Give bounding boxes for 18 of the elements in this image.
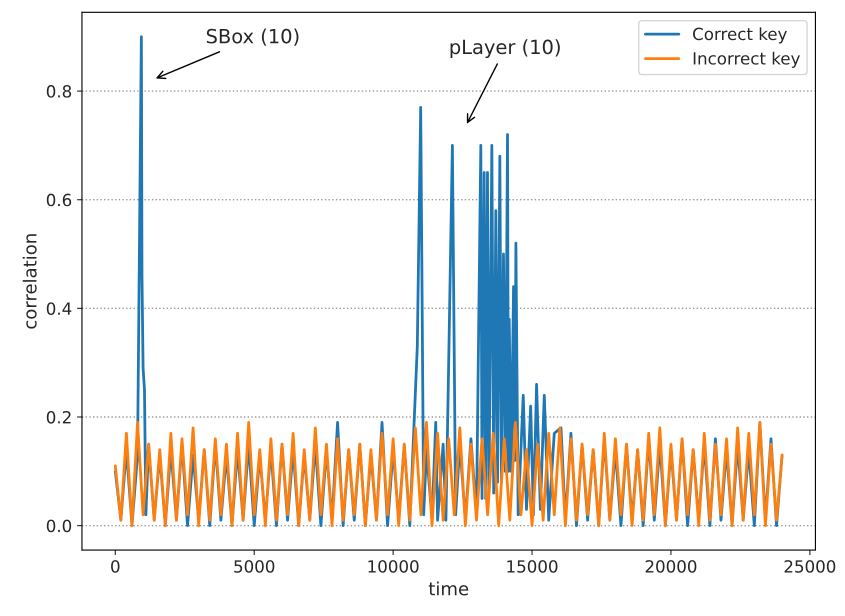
x-tick-label: 20000: [646, 560, 696, 573]
annotation: SBox (10): [206, 28, 298, 46]
x-tick-label: 15000: [507, 560, 558, 573]
x-tick-label: 5000: [234, 560, 274, 573]
x-tick-label: 10000: [368, 560, 419, 573]
x-tick-label: 0: [111, 560, 120, 573]
x-axis-title: time: [428, 581, 468, 596]
legend-label: Incorrect key: [694, 52, 800, 68]
y-tick-label: 0.6: [46, 194, 72, 206]
y-tick-label: 0.4: [46, 302, 72, 315]
y-axis-title: correlation: [22, 234, 37, 329]
annotation: pLayer (10): [450, 39, 560, 58]
legend-label: Correct key: [693, 27, 787, 44]
y-tick-label: 0.8: [46, 85, 72, 98]
x-tick-label: 25000: [784, 560, 836, 573]
line-series: [114, 421, 784, 528]
y-tick-label: 0.2: [46, 410, 71, 424]
y-tick-label: 0.0: [46, 520, 72, 532]
